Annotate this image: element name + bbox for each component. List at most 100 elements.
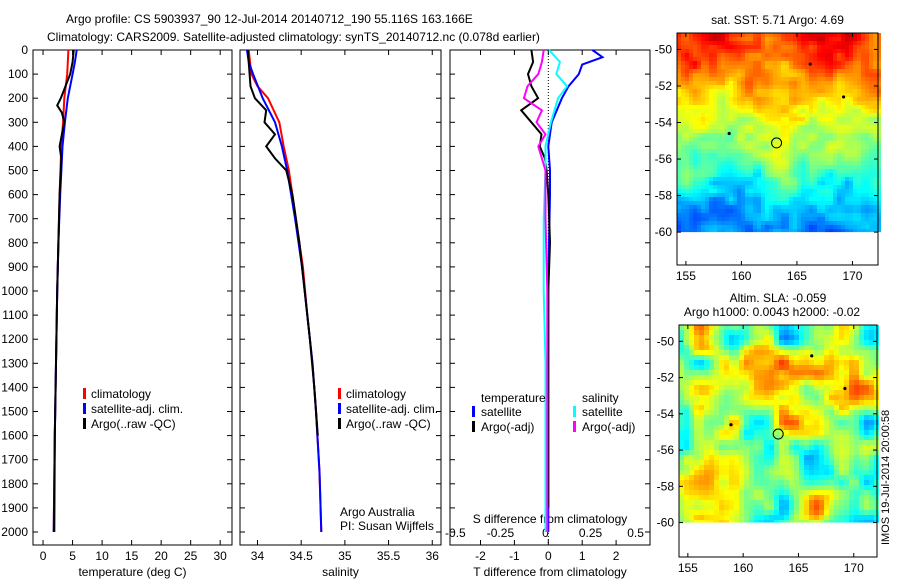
map-pixel (869, 425, 874, 430)
map-pixel (869, 41, 873, 45)
map-pixel (809, 189, 813, 193)
map-pixel (714, 380, 719, 385)
map-pixel (817, 209, 821, 213)
map-pixel (749, 65, 753, 69)
map-pixel (801, 129, 805, 133)
map-pixel (841, 145, 845, 149)
legend-label: Argo(-adj) (481, 420, 534, 434)
map-pixel (849, 117, 853, 121)
map-pixel (689, 229, 693, 233)
map-pixel (864, 345, 869, 350)
map-pixel (709, 69, 713, 73)
map-pixel (681, 53, 685, 57)
map-pixel (845, 77, 849, 81)
map-pixel (734, 355, 739, 360)
map-pixel (689, 145, 693, 149)
map-pixel (793, 201, 797, 205)
map-pixel (769, 205, 773, 209)
map-pixel (745, 185, 749, 189)
map-pixel (789, 325, 794, 330)
map-pixel (689, 133, 693, 137)
map-pixel (817, 65, 821, 69)
map-pixel (869, 57, 873, 61)
map-pixel (737, 157, 741, 161)
map-pixel (781, 217, 785, 221)
map-pixel (677, 33, 681, 37)
plot-frame (239, 49, 442, 546)
map-pixel (685, 49, 689, 53)
map-pixel (797, 85, 801, 89)
map-pixel (719, 420, 724, 425)
map-pixel (733, 205, 737, 209)
map-pixel (837, 157, 841, 161)
map-pixel (761, 69, 765, 73)
map-pixel (789, 145, 793, 149)
map-pixel (769, 440, 774, 445)
map-pixel (869, 510, 874, 515)
map-pixel (789, 375, 794, 380)
map-pixel (689, 169, 693, 173)
map-pixel (819, 500, 824, 505)
map-pixel (749, 57, 753, 61)
map-pixel (861, 97, 865, 101)
map-pixel (805, 37, 809, 41)
map-pixel (841, 189, 845, 193)
map-pixel (729, 81, 733, 85)
map-pixel (717, 77, 721, 81)
map-pixel (841, 113, 845, 117)
map-pixel (721, 61, 725, 65)
map-pixel (805, 141, 809, 145)
map-pixel (769, 385, 774, 390)
map-pixel (821, 209, 825, 213)
map-pixel (864, 410, 869, 415)
map-pixel (697, 109, 701, 113)
map-pixel (774, 500, 779, 505)
map-pixel (869, 53, 873, 57)
map-pixel (841, 65, 845, 69)
map-pixel (804, 495, 809, 500)
map-pixel (709, 145, 713, 149)
map-pixel (724, 410, 729, 415)
map-pixel (869, 33, 873, 37)
map-pixel (749, 117, 753, 121)
map-pixel (824, 390, 829, 395)
map-pixel (684, 450, 689, 455)
map-pixel (849, 189, 853, 193)
legend-header-salinity: salinity (582, 391, 619, 405)
map-pixel (814, 450, 819, 455)
map-pixel (693, 189, 697, 193)
map-pixel (797, 33, 801, 37)
map-pixel (693, 193, 697, 197)
map-pixel (769, 495, 774, 500)
map-pixel (677, 197, 681, 201)
map-pixel (685, 109, 689, 113)
map-pixel (854, 450, 859, 455)
map-pixel (864, 385, 869, 390)
map-pixel (859, 495, 864, 500)
map-pixel (717, 93, 721, 97)
map-pixel (769, 485, 774, 490)
map-pixel (694, 355, 699, 360)
map-pixel (809, 217, 813, 221)
map-pixel (721, 81, 725, 85)
map-pixel (769, 445, 774, 450)
map-pixel (799, 400, 804, 405)
map-pixel (829, 49, 833, 53)
map-pixel (697, 165, 701, 169)
map-pixel (834, 425, 839, 430)
map-pixel (774, 415, 779, 420)
map-pixel (809, 465, 814, 470)
x-tick-label: 170 (844, 561, 864, 575)
map-pixel (839, 435, 844, 440)
map-pixel (694, 485, 699, 490)
map-pixel (781, 201, 785, 205)
map-pixel (824, 370, 829, 375)
map-pixel (853, 173, 857, 177)
map-pixel (839, 455, 844, 460)
map-pixel (697, 121, 701, 125)
map-pixel (825, 149, 829, 153)
map-pixel (697, 69, 701, 73)
map-pixel (864, 390, 869, 395)
map-pixel (849, 475, 854, 480)
map-pixel (799, 475, 804, 480)
